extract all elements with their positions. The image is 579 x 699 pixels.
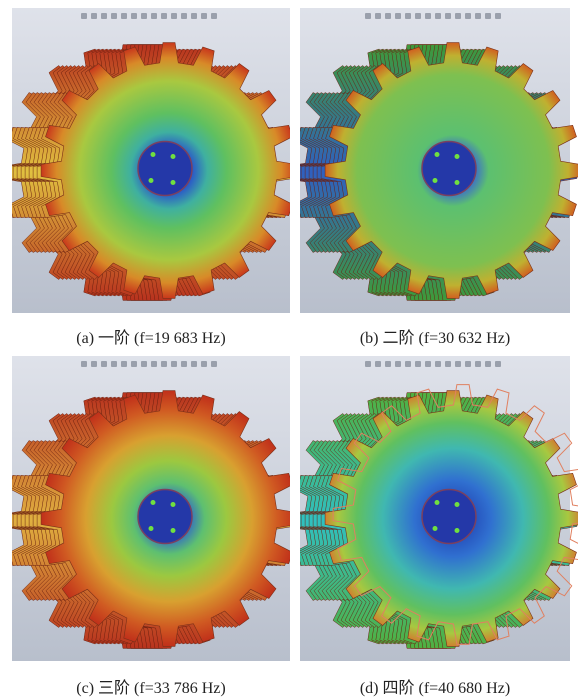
- toolbar-icon: [131, 361, 137, 367]
- toolbar-icon: [465, 13, 471, 19]
- toolbar-icon: [485, 13, 491, 19]
- toolbar-icon: [375, 361, 381, 367]
- toolbar-icon: [445, 13, 451, 19]
- toolbar-icon: [121, 361, 127, 367]
- toolbar-icon: [171, 361, 177, 367]
- mode-image: [12, 356, 290, 661]
- toolbar-icon: [211, 13, 217, 19]
- constraint: [171, 502, 176, 507]
- constraint: [455, 502, 460, 507]
- mode-image: [12, 8, 290, 313]
- toolbar-icon: [435, 361, 441, 367]
- mode-image: [300, 356, 578, 661]
- constraint: [433, 178, 438, 183]
- toolbar-icon: [141, 361, 147, 367]
- constraint: [433, 526, 438, 531]
- toolbar-icon: [475, 13, 481, 19]
- toolbar-icon: [181, 13, 187, 19]
- bore: [138, 490, 192, 544]
- toolbar-icon: [181, 361, 187, 367]
- toolbar-icon: [211, 361, 217, 367]
- constraint: [171, 180, 176, 185]
- constraint: [149, 526, 154, 531]
- toolbar-icon: [101, 361, 107, 367]
- constraint: [455, 528, 460, 533]
- toolbar-icon: [385, 361, 391, 367]
- constraint: [149, 178, 154, 183]
- toolbar-icon: [405, 361, 411, 367]
- toolbar-icon: [385, 13, 391, 19]
- toolbar-icon: [111, 13, 117, 19]
- toolbar-icon: [485, 361, 491, 367]
- toolbar-icon: [395, 13, 401, 19]
- constraint: [455, 154, 460, 159]
- toolbar-icon: [191, 13, 197, 19]
- toolbar-icon: [161, 361, 167, 367]
- caption: (a) 一阶 (f=19 683 Hz): [6, 324, 296, 348]
- toolbar-icon: [191, 361, 197, 367]
- bore: [422, 142, 476, 196]
- toolbar-icon: [455, 361, 461, 367]
- figure: (a) 一阶 (f=19 683 Hz) (b) 二阶 (f=30 632 Hz…: [0, 0, 579, 699]
- bore: [422, 490, 476, 544]
- caption: (b) 二阶 (f=30 632 Hz): [290, 324, 579, 348]
- toolbar-icon: [91, 361, 97, 367]
- toolbar-icon: [151, 13, 157, 19]
- caption: (c) 三阶 (f=33 786 Hz): [6, 674, 296, 698]
- toolbar-icon: [111, 361, 117, 367]
- toolbar-icon: [425, 361, 431, 367]
- toolbar-icon: [475, 361, 481, 367]
- toolbar-icon: [101, 13, 107, 19]
- toolbar-icon: [171, 13, 177, 19]
- constraint: [171, 154, 176, 159]
- toolbar-icon: [201, 13, 207, 19]
- toolbar-icon: [201, 361, 207, 367]
- toolbar-icon: [365, 361, 371, 367]
- toolbar-icon: [141, 13, 147, 19]
- constraint: [435, 500, 440, 505]
- toolbar-icon: [161, 13, 167, 19]
- toolbar-icon: [495, 361, 501, 367]
- constraint: [151, 152, 156, 157]
- toolbar-icon: [395, 361, 401, 367]
- constraint: [151, 500, 156, 505]
- toolbar-icon: [375, 13, 381, 19]
- toolbar-icon: [445, 361, 451, 367]
- toolbar-icon: [425, 13, 431, 19]
- toolbar-icon: [365, 13, 371, 19]
- constraint: [171, 528, 176, 533]
- toolbar-icon: [405, 13, 411, 19]
- toolbar-icon: [131, 13, 137, 19]
- constraint: [455, 180, 460, 185]
- toolbar-icon: [151, 361, 157, 367]
- toolbar-icon: [495, 13, 501, 19]
- toolbar-icon: [455, 13, 461, 19]
- constraint: [435, 152, 440, 157]
- bore: [138, 142, 192, 196]
- toolbar-icon: [121, 13, 127, 19]
- mode-image: [300, 8, 578, 313]
- toolbar-icon: [435, 13, 441, 19]
- toolbar-icon: [415, 361, 421, 367]
- toolbar-icon: [81, 361, 87, 367]
- toolbar-icon: [415, 13, 421, 19]
- toolbar-icon: [91, 13, 97, 19]
- caption: (d) 四阶 (f=40 680 Hz): [290, 674, 579, 698]
- toolbar-icon: [81, 13, 87, 19]
- toolbar-icon: [465, 361, 471, 367]
